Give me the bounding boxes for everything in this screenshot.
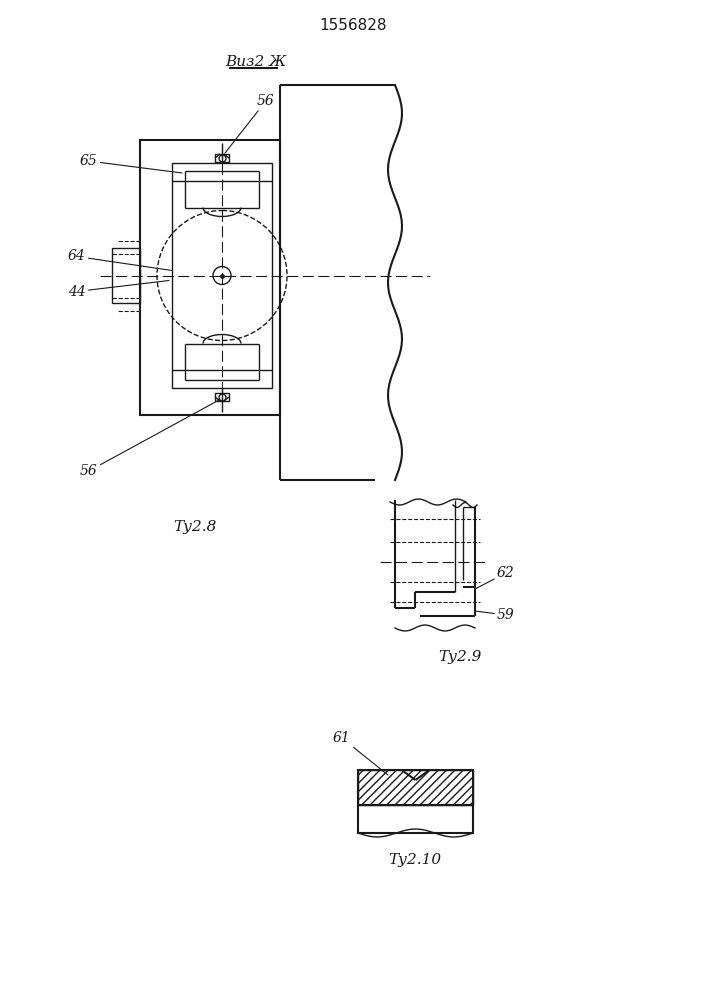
Bar [112,248,140,303]
Bar [215,393,229,401]
Text: 62: 62 [475,566,515,589]
Text: 61: 61 [333,731,388,775]
Bar [358,770,473,805]
Text: 64: 64 [68,249,172,270]
Text: 44: 44 [68,280,169,298]
Text: Τу2.8: Τу2.8 [173,520,216,534]
Text: Τу2.9: Τу2.9 [438,650,481,664]
Text: Виз2 Ж: Виз2 Ж [226,55,286,69]
Text: 1556828: 1556828 [320,18,387,33]
Text: Τу2.10: Τу2.10 [388,853,442,867]
Text: 59: 59 [475,608,515,622]
Bar [358,770,473,805]
Bar [215,154,229,162]
Bar [358,805,473,833]
Text: 56: 56 [80,400,219,478]
Text: 65: 65 [80,154,182,173]
Text: 56: 56 [225,94,275,153]
Bar [140,140,280,415]
Bar [172,163,272,388]
